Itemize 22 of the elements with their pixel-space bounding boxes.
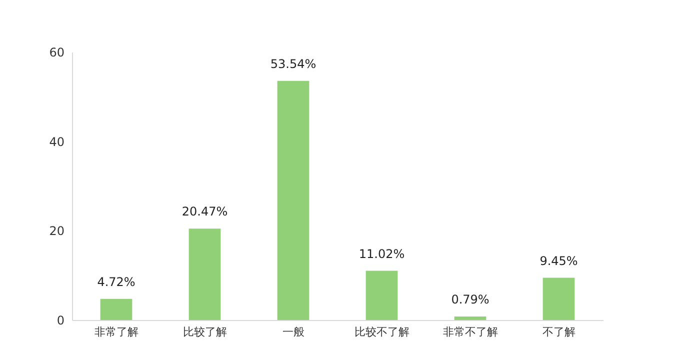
bar (188, 228, 221, 320)
data-label: 4.72% (97, 274, 136, 289)
y-tick-label: 40 (49, 134, 64, 149)
data-label: 20.47% (182, 204, 228, 219)
x-tick-label: 比较了解 (182, 326, 227, 338)
bar (542, 278, 575, 320)
data-label: 11.02% (358, 246, 405, 261)
bar (366, 270, 398, 320)
y-tick-label: 60 (49, 46, 64, 60)
x-tick-label: 非常不了解 (442, 326, 498, 338)
x-tick-label: 非常了解 (94, 326, 138, 338)
bar (100, 298, 132, 320)
x-tick-label: 比较不了解 (354, 326, 410, 338)
x-tick-label: 一般 (282, 326, 304, 338)
y-tick-label: 0 (56, 314, 64, 328)
data-label: 0.79% (451, 292, 490, 306)
bar (454, 316, 486, 320)
y-tick-label: 20 (49, 224, 64, 238)
bar (277, 80, 310, 320)
data-label: 53.54% (270, 56, 316, 71)
data-label: 9.45% (540, 254, 578, 268)
x-tick-label: 不了解 (542, 326, 576, 338)
